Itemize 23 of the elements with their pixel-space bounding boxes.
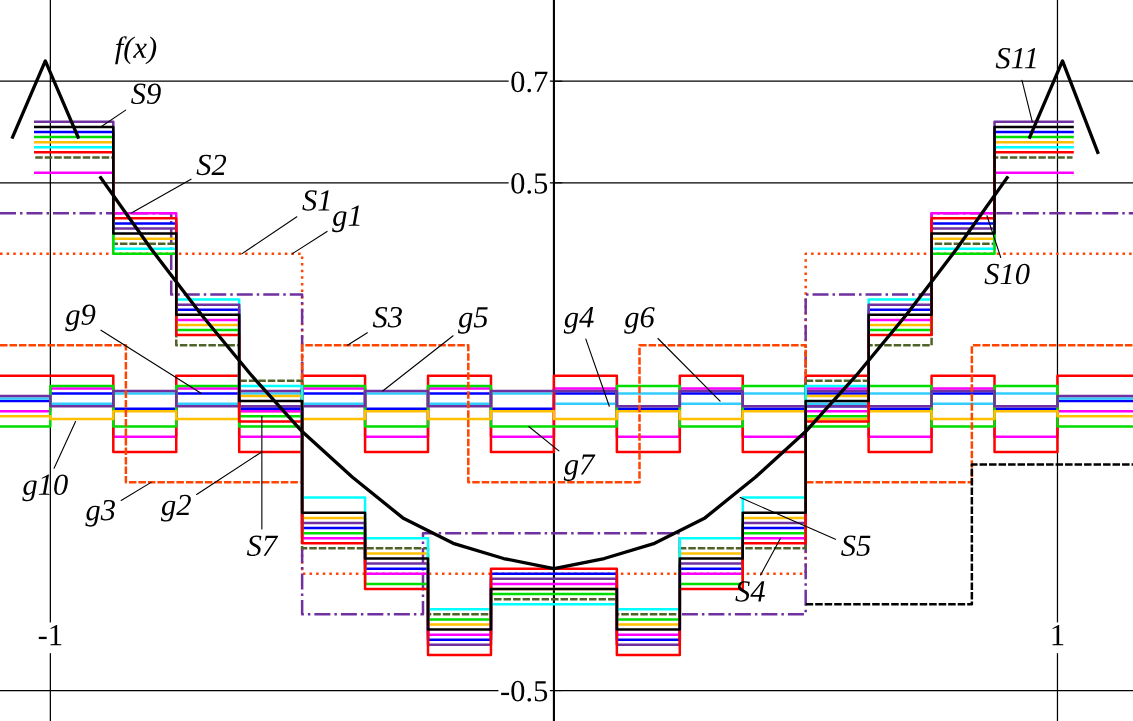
annotation: g6 <box>624 306 655 334</box>
annotation: g2 <box>160 494 191 522</box>
annotation: S4 <box>735 581 765 602</box>
annotation: S3 <box>372 306 402 328</box>
y-tick-label: 0.5 <box>511 173 548 194</box>
annotation: g3 <box>85 499 115 527</box>
annotation: S11 <box>995 48 1036 69</box>
annotation: g5 <box>458 307 488 334</box>
annotation: g4 <box>563 307 594 334</box>
x-tick-label: -1 <box>38 624 62 646</box>
annotation: g9 <box>65 304 96 332</box>
annotation: S2 <box>196 154 227 176</box>
y-tick-label: 0.7 <box>511 71 548 93</box>
x-tick-label: 1 <box>1052 624 1064 646</box>
annotation: S10 <box>984 263 1030 285</box>
annotation: g1 <box>332 205 360 233</box>
annotation: S5 <box>841 535 871 557</box>
annotation: g7 <box>563 454 596 481</box>
annotation: S1 <box>302 190 330 211</box>
y-tick-label: -0.5 <box>501 680 548 702</box>
annotation: S7 <box>246 535 279 557</box>
annotation: f(x) <box>115 36 157 65</box>
annotation: S9 <box>131 83 161 105</box>
